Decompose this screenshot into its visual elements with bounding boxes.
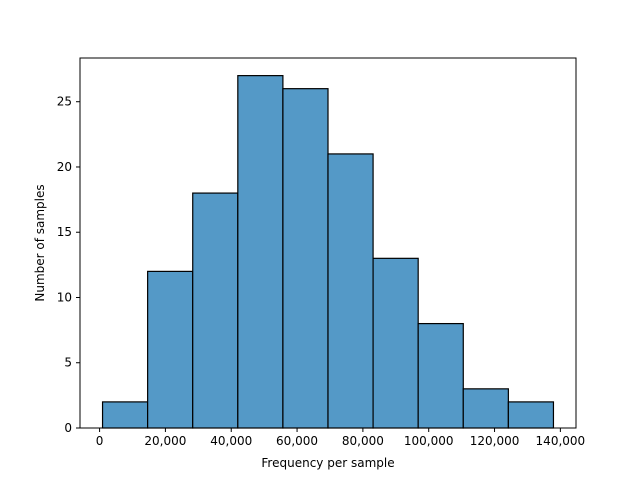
histogram-bar <box>462 388 509 429</box>
y-tick-label: 25 <box>57 95 72 109</box>
histogram-bar <box>282 88 329 429</box>
histogram-bar <box>372 257 419 429</box>
x-tick-label: 120,000 <box>470 434 520 448</box>
x-tick-label: 60,000 <box>276 434 318 448</box>
x-tick-label: 0 <box>96 434 104 448</box>
x-tick-label: 100,000 <box>404 434 454 448</box>
histogram-bar <box>327 153 374 429</box>
y-tick-label: 15 <box>57 225 72 239</box>
y-tick-label: 0 <box>64 421 72 435</box>
x-tick-label: 80,000 <box>342 434 384 448</box>
histogram-bar <box>417 322 464 429</box>
x-axis-label: Frequency per sample <box>261 456 394 470</box>
histogram-bar <box>507 401 555 429</box>
y-tick-label: 5 <box>64 356 72 370</box>
x-axis-ticks: 0 20,000 40,000 60,000 80,000 100,000 120,000 1… <box>96 428 585 448</box>
x-tick-label: 140,000 <box>536 434 586 448</box>
y-axis-ticks: 0 5 10 15 20 25 <box>57 95 80 435</box>
histogram-bar <box>237 75 284 429</box>
x-tick-label: 20,000 <box>144 434 186 448</box>
y-axis-label: Number of samples <box>33 184 47 301</box>
y-tick-label: 20 <box>57 160 72 174</box>
histogram-bar <box>101 401 149 429</box>
histogram-bar <box>192 192 239 429</box>
bars-group <box>101 75 555 429</box>
plot-frame <box>79 57 577 429</box>
x-tick-label: 40,000 <box>210 434 252 448</box>
histogram-bar <box>147 270 194 429</box>
y-tick-label: 10 <box>57 290 72 304</box>
